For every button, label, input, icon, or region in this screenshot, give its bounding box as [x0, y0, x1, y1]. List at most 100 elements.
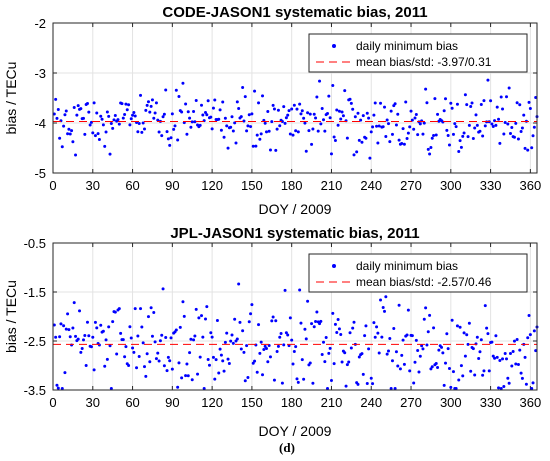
data-point: [219, 353, 223, 357]
data-point: [237, 282, 241, 286]
data-point: [322, 340, 326, 344]
data-point: [481, 373, 485, 377]
data-point: [424, 87, 428, 91]
data-point: [87, 334, 91, 338]
data-point: [131, 113, 135, 117]
data-point: [274, 148, 278, 152]
data-point: [71, 326, 75, 330]
data-point: [189, 125, 193, 129]
data-point: [286, 333, 290, 337]
data-point: [174, 88, 178, 92]
data-point: [186, 110, 190, 114]
data-point: [271, 315, 275, 319]
data-point: [56, 386, 60, 390]
data-point: [210, 127, 214, 131]
data-point: [323, 129, 327, 133]
data-point: [339, 117, 343, 121]
legend-entry-daily: daily minimum bias: [356, 39, 458, 53]
legend-box: [308, 253, 528, 293]
data-point: [129, 336, 133, 340]
data-point: [227, 362, 231, 366]
data-point: [184, 374, 188, 378]
data-point: [219, 128, 223, 132]
data-point: [299, 321, 303, 325]
data-point: [332, 135, 336, 139]
data-point: [131, 346, 135, 350]
data-point: [218, 347, 222, 351]
data-point: [156, 351, 160, 355]
x-tick-label: 30: [86, 395, 100, 410]
data-point: [156, 118, 160, 122]
data-point: [278, 124, 282, 128]
data-point: [111, 320, 115, 324]
data-point: [214, 358, 218, 362]
data-point: [519, 371, 523, 375]
data-point: [324, 335, 328, 339]
data-point: [442, 109, 446, 113]
data-point: [466, 135, 470, 139]
data-point: [81, 338, 85, 342]
data-point: [253, 359, 257, 363]
data-point: [264, 346, 268, 350]
data-point: [230, 333, 234, 337]
data-point: [67, 127, 71, 131]
series-daily-minimum-bias: [52, 78, 539, 160]
data-point: [311, 381, 315, 385]
data-point: [372, 113, 376, 117]
data-point: [108, 344, 112, 348]
x-tick-label: 300: [440, 395, 462, 410]
data-point: [76, 104, 80, 108]
data-point: [278, 335, 282, 339]
data-point: [295, 107, 299, 111]
data-point: [375, 124, 379, 128]
data-point: [469, 105, 473, 109]
data-point: [58, 136, 62, 140]
y-tick-label: -3.5: [24, 383, 46, 398]
data-point: [288, 132, 292, 136]
data-point: [515, 338, 519, 342]
data-point: [461, 134, 465, 138]
data-point: [357, 138, 361, 142]
x-tick-label: 120: [201, 395, 223, 410]
data-point: [139, 93, 143, 97]
data-point: [474, 113, 478, 117]
legend: daily minimum bias mean bias/std: -2.57/0…: [308, 253, 528, 293]
data-point: [393, 387, 397, 391]
data-point: [140, 130, 144, 134]
data-point: [210, 335, 214, 339]
data-point: [394, 350, 398, 354]
data-point: [497, 386, 501, 390]
data-point: [96, 132, 100, 136]
data-point: [116, 118, 120, 122]
data-point: [315, 310, 319, 314]
data-point: [284, 116, 288, 120]
data-point: [251, 144, 255, 148]
data-point: [489, 99, 493, 103]
data-point: [268, 148, 272, 152]
data-point: [283, 288, 287, 292]
data-point: [74, 153, 78, 157]
data-point: [453, 122, 457, 126]
legend: daily minimum bias mean bias/std: -3.97/0…: [308, 33, 528, 73]
data-point: [253, 89, 257, 93]
data-point: [471, 347, 475, 351]
data-point: [169, 336, 173, 340]
data-point: [249, 125, 253, 129]
data-point: [388, 140, 392, 144]
data-point: [325, 387, 329, 391]
data-point: [215, 318, 219, 322]
data-point: [371, 382, 375, 386]
data-point: [523, 355, 527, 359]
data-point: [425, 101, 429, 105]
axes-frame: [52, 242, 538, 391]
data-point: [319, 319, 323, 323]
data-point: [519, 130, 523, 134]
data-point: [365, 111, 369, 115]
data-point: [486, 332, 490, 336]
data-point: [52, 323, 56, 327]
data-point: [292, 349, 296, 353]
data-point: [510, 126, 514, 130]
data-point: [351, 326, 355, 330]
data-point: [144, 108, 148, 112]
data-point: [304, 149, 308, 153]
